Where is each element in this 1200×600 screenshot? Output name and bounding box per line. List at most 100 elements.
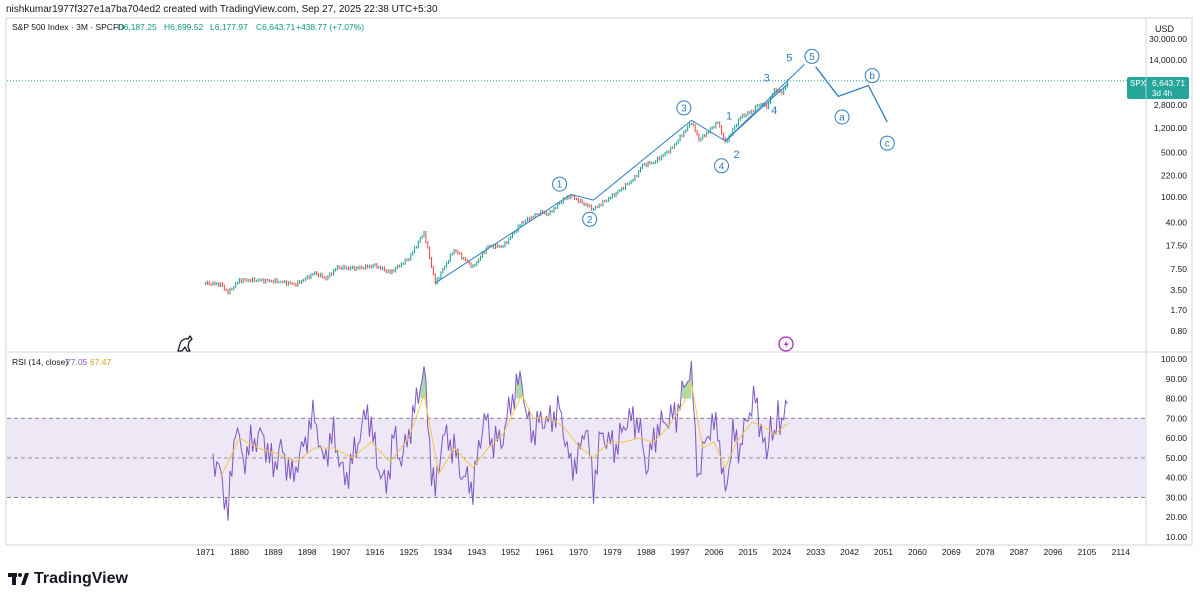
time-tick-2024: 2024	[772, 547, 791, 557]
price-tick: 40.00	[1166, 218, 1188, 228]
time-tick-2051: 2051	[874, 547, 893, 557]
time-tick-1952: 1952	[501, 547, 520, 557]
time-tick-2060: 2060	[908, 547, 927, 557]
price-series	[204, 79, 789, 295]
price-tick: 0.80	[1170, 326, 1187, 336]
price-badge-countdown: 3d 4h	[1152, 89, 1172, 98]
price-tick: 500.00	[1161, 148, 1187, 158]
time-tick-1889: 1889	[264, 547, 283, 557]
price-tick: 17.50	[1166, 240, 1188, 250]
wave-primary-2: 2	[587, 215, 593, 226]
time-axis[interactable]: 1871 1880 1889 1898 1907 1916 1925 1934 1943 1952…	[196, 547, 1130, 557]
tradingview-logo[interactable]: TradingView	[8, 570, 128, 588]
rsi-tick: 50.00	[1166, 453, 1188, 463]
rsi-axis[interactable]: 100.00 90.00 80.00 70.00 60.00 50.00 40.00 30.0…	[1161, 354, 1187, 542]
time-tick-2087: 2087	[1010, 547, 1029, 557]
time-tick-2069: 2069	[942, 547, 961, 557]
wave-primary-4: 4	[719, 161, 725, 172]
time-tick-1934: 1934	[433, 547, 452, 557]
legend-open: O6,187.25	[117, 22, 157, 32]
price-badge-price: 6,643.71	[1152, 78, 1185, 88]
price-tick: 3.50	[1170, 285, 1187, 295]
dinosaur-icon[interactable]	[177, 335, 193, 352]
rsi-band-lines	[7, 417, 1146, 498]
price-tick: 30,000.00	[1149, 34, 1187, 44]
rsi-overbought-fills	[420, 360, 692, 399]
wave-minor-3: 3	[764, 72, 770, 84]
time-tick-2006: 2006	[705, 547, 724, 557]
elliott-wave-lines	[435, 64, 888, 284]
time-tick-1970: 1970	[569, 547, 588, 557]
wave-projection-a-circle	[834, 109, 850, 125]
wave-minor-4: 4	[771, 105, 777, 117]
legend-close: C6,643.71	[256, 22, 295, 32]
wave-projection-b: b	[869, 71, 875, 82]
wave-primary-3: 3	[681, 103, 687, 114]
wave-projection-c-circle	[879, 135, 895, 151]
rsi-legend: RSI (14, close) 77.05 67.47	[12, 357, 112, 367]
price-tick: 220.00	[1161, 170, 1187, 180]
wave-primary-path	[435, 64, 805, 284]
wave-projection-c: c	[885, 139, 890, 150]
wave-primary-3-circle	[676, 100, 692, 116]
rsi-tick: 60.00	[1166, 433, 1188, 443]
time-tick-2114: 2114	[1112, 547, 1131, 557]
time-tick-1907: 1907	[332, 547, 351, 557]
rsi-tick: 20.00	[1166, 512, 1188, 522]
currency-label: USD	[1155, 24, 1175, 34]
time-tick-1925: 1925	[399, 547, 418, 557]
legend-change: +438.77 (+7.07%)	[296, 22, 364, 32]
rsi-ma-line	[220, 380, 789, 478]
legend-symbol: S&P 500 Index · 3M · SPCFD	[12, 22, 124, 32]
time-tick-2078: 2078	[976, 547, 995, 557]
price-badge-symbol: SPX	[1130, 79, 1147, 88]
rsi-overbought-fill	[516, 371, 522, 399]
time-tick-1871: 1871	[196, 547, 215, 557]
rsi-tick: 70.00	[1166, 413, 1188, 423]
price-tick: 1,200.00	[1154, 123, 1187, 133]
time-tick-1961: 1961	[535, 547, 554, 557]
rsi-tick: 80.00	[1166, 394, 1188, 404]
wave-primary-1: 1	[557, 180, 563, 191]
rsi-tick: 10.00	[1166, 532, 1188, 542]
legend-low: L6,177.97	[210, 22, 248, 32]
time-tick-1988: 1988	[637, 547, 656, 557]
wave-projection-a: a	[839, 113, 845, 124]
wave-minor-5: 5	[786, 52, 792, 64]
price-tick: 100.00	[1161, 192, 1187, 202]
time-tick-1898: 1898	[298, 547, 317, 557]
time-tick-2042: 2042	[840, 547, 859, 557]
rsi-ma-value: 67.47	[90, 357, 112, 367]
rsi-tick: 30.00	[1166, 492, 1188, 502]
wave-primary-1-circle	[552, 176, 568, 192]
time-tick-1997: 1997	[671, 547, 690, 557]
rsi-series	[212, 360, 789, 521]
elliott-wave-labels: 1 2 3 4 5 1 2 3 4 5 a b c	[552, 48, 895, 227]
price-legend: S&P 500 Index · 3M · SPCFD O6,187.25 H6,…	[12, 22, 364, 32]
wave-primary-2-circle	[582, 211, 598, 227]
time-tick-2015: 2015	[738, 547, 757, 557]
rsi-tick: 100.00	[1161, 354, 1187, 364]
price-tick: 7.50	[1170, 264, 1187, 274]
tradingview-logo-icon	[8, 573, 29, 585]
time-tick-2096: 2096	[1044, 547, 1063, 557]
time-tick-1979: 1979	[603, 547, 622, 557]
wave-projection-b-circle	[864, 68, 880, 84]
time-tick-2105: 2105	[1077, 547, 1096, 557]
price-tick: 1.70	[1170, 305, 1187, 315]
time-tick-2033: 2033	[806, 547, 825, 557]
wave-primary-4-circle	[714, 158, 730, 174]
rsi-tick: 90.00	[1166, 374, 1188, 384]
time-tick-1880: 1880	[230, 547, 249, 557]
wave-projection-path	[815, 66, 888, 123]
tradingview-wordmark: TradingView	[34, 570, 128, 587]
rsi-line	[212, 360, 788, 521]
lightning-icon[interactable]	[778, 336, 794, 352]
wave-minor-2: 2	[734, 149, 740, 161]
price-tick: 14,000.00	[1149, 55, 1187, 65]
chart-header: nishkumar1977f327e1a7ba704ed2 created wi…	[6, 4, 438, 15]
wave-primary-5: 5	[809, 52, 815, 63]
legend-high: H6,699.52	[164, 22, 203, 32]
rsi-overbought-fill	[420, 366, 426, 399]
